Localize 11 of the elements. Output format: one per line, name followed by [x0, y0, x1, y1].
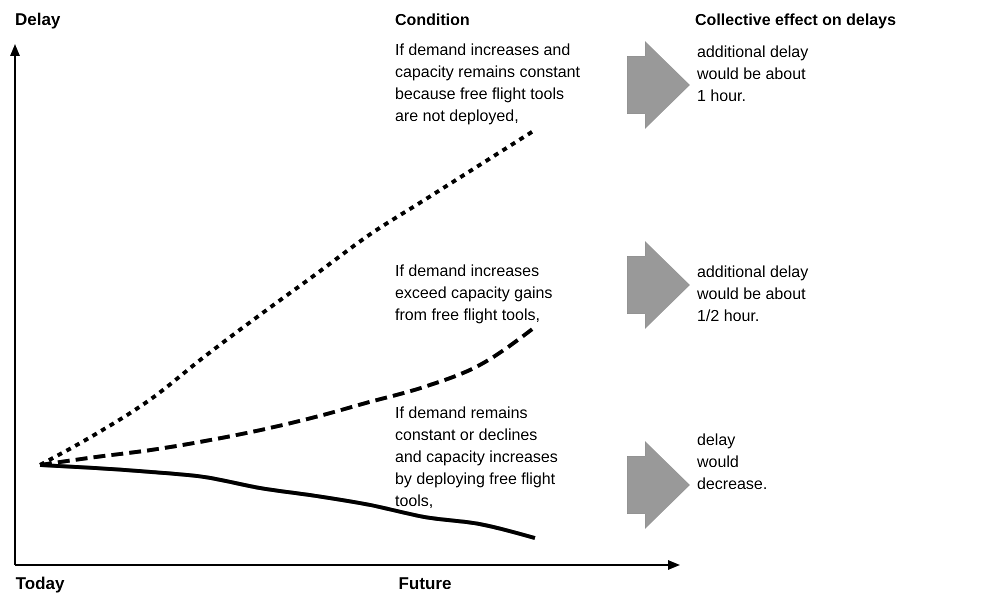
- text: If demand increases and capacity remains constant because free flight tools are not deployed,: [395, 42, 581, 125]
- text: additional delay would be about 1 hour.: [696, 44, 808, 105]
- annotation: If demand remains constant or declines and capacity increases by deploying free flight tools,: [395, 405, 558, 510]
- text: delay would decrease.: [696, 432, 768, 493]
- text: Condition: [395, 12, 470, 29]
- text: Delay: [15, 10, 61, 29]
- text: additional delay would be about 1/2 hour.: [696, 264, 808, 325]
- annotation: If demand increases exceed capacity gains from free flight tools,: [395, 263, 552, 324]
- text: Collective effect on delays: [695, 12, 896, 29]
- x-tick-label: Today: [16, 574, 65, 593]
- x-tick-label: Future: [398, 574, 452, 593]
